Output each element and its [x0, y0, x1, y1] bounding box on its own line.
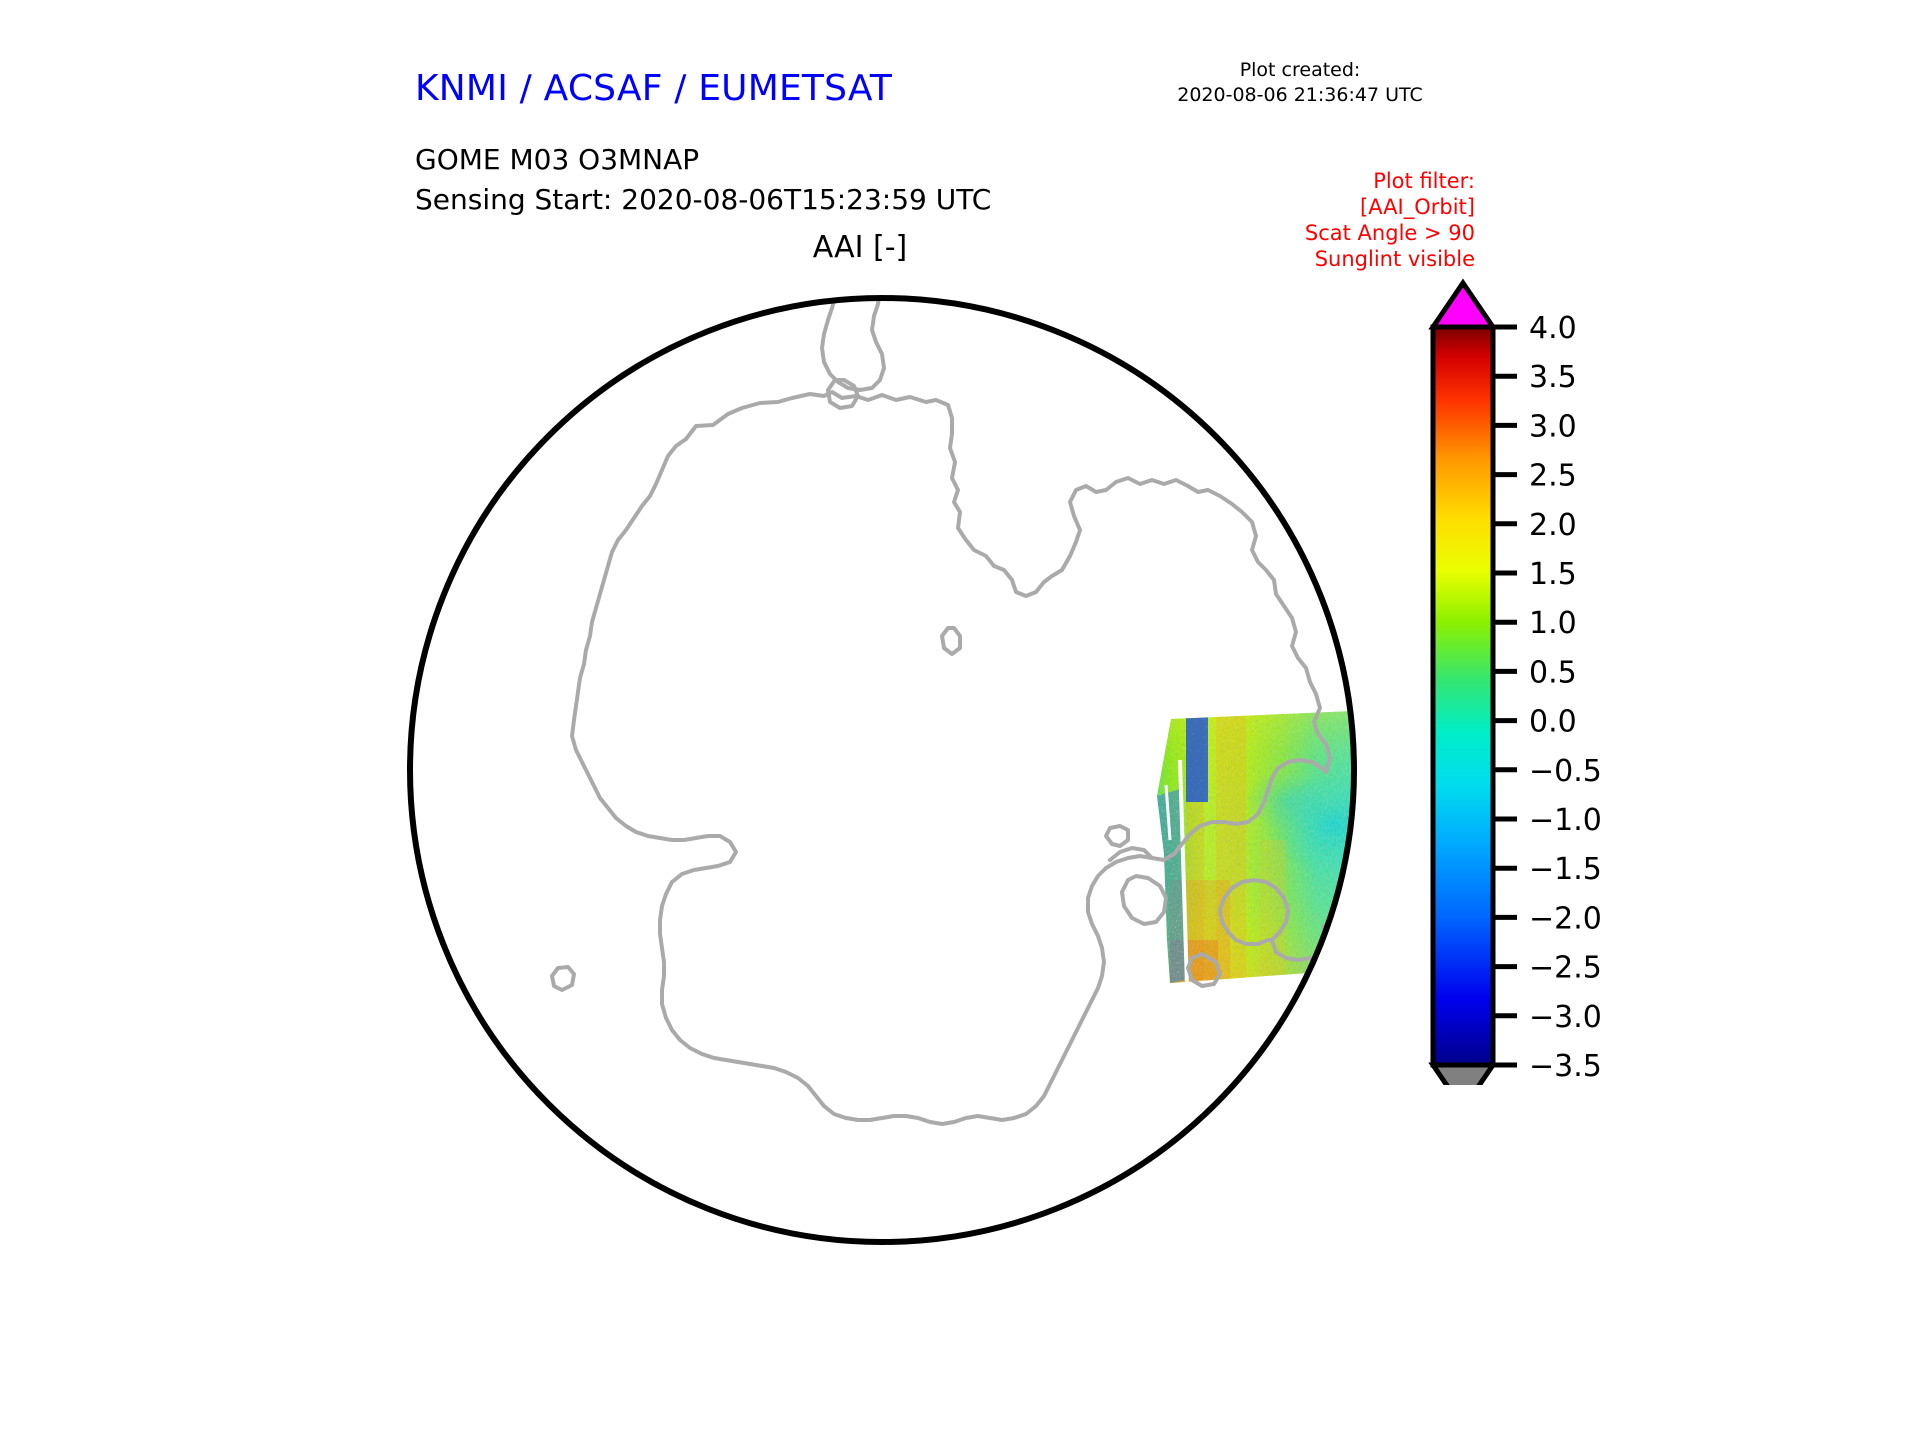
plot-created-block: Plot created: 2020-08-06 21:36:47 UTC [1155, 58, 1445, 108]
colorbar-tick-label: 1.0 [1529, 606, 1577, 641]
dataset-name: GOME M03 O3MNAP [415, 143, 700, 176]
plot-filter-sunglint: Sunglint visible [1314, 247, 1475, 271]
colorbar-tick-label: −2.5 [1529, 951, 1602, 986]
polar-map[interactable] [380, 240, 1440, 1310]
plot-filter-scat-angle: Scat Angle > 90 [1304, 221, 1475, 245]
colorbar-gradient [1430, 324, 1496, 1068]
colorbar-ticks: 4.0 3.5 3.0 2.5 2.0 1.5 1.0 0.5 0.0 −0.5 −1.0 −1.5 −… [1493, 311, 1602, 1084]
sensing-start: Sensing Start: 2020-08-06T15:23:59 UTC [415, 183, 992, 216]
colorbar-tick-label: −2.0 [1529, 901, 1602, 936]
colorbar-over-arrow [1428, 278, 1498, 330]
colorbar-under-arrow [1428, 1062, 1498, 1085]
dataset-info-block: GOME M03 O3MNAP Sensing Start: 2020-08-0… [415, 140, 991, 220]
colorbar[interactable]: 4.0 3.5 3.0 2.5 2.0 1.5 1.0 0.5 0.0 −0.5 −1.0 −1.5 −… [1425, 275, 1685, 1085]
antarctica-coastline [684, 390, 1332, 774]
colorbar-tick-label: −1.0 [1529, 803, 1602, 838]
aai-data-swath [1157, 709, 1354, 983]
colorbar-tick-label: 1.5 [1529, 557, 1577, 592]
small-isle-nw [416, 362, 448, 392]
colorbar-tick-label: −3.5 [1529, 1049, 1602, 1084]
plot-filter-product: [AAI_Orbit] [1360, 195, 1475, 219]
colorbar-tick-label: 0.5 [1529, 655, 1577, 690]
south-shetland [1186, 952, 1222, 988]
colorbar-tick-label: −1.5 [1529, 852, 1602, 887]
plot-created-timestamp: 2020-08-06 21:36:47 UTC [1177, 84, 1423, 106]
plot-filter-block: Plot filter: [AAI_Orbit] Scat Angle > 90… [1185, 168, 1475, 272]
colorbar-tick-label: 2.0 [1529, 508, 1577, 543]
colorbar-tick-label: 3.0 [1529, 409, 1577, 444]
colorbar-tick-label: 0.0 [1529, 705, 1577, 740]
colorbar-tick-label: −3.0 [1529, 1000, 1602, 1035]
island-west [550, 965, 576, 992]
map-interior [410, 298, 1354, 1242]
colorbar-tick-label: 2.5 [1529, 459, 1577, 494]
page-title: AAI [-] [812, 230, 908, 265]
colorbar-tick-label: −0.5 [1529, 754, 1602, 789]
colorbar-tick-label: 3.5 [1529, 360, 1577, 395]
organisation-title: KNMI / ACSAF / EUMETSAT [415, 68, 893, 109]
colorbar-tick-label: 4.0 [1529, 311, 1577, 346]
tierra-del-fuego [826, 378, 860, 410]
plot-created-label: Plot created: [1239, 59, 1361, 81]
plot-filter-label: Plot filter: [1373, 169, 1475, 193]
map-boundary-circle [407, 295, 1357, 1245]
falkland-islands [488, 388, 532, 424]
